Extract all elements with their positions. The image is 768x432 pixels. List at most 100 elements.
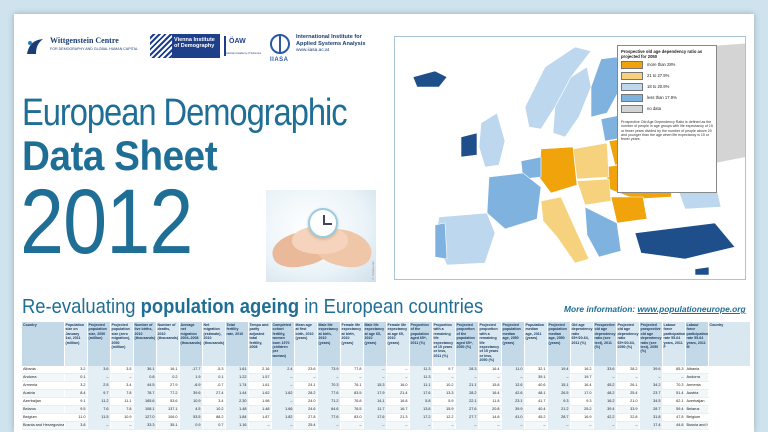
table-cell: 16.1 bbox=[156, 366, 180, 374]
table-cell: 165.6 bbox=[133, 397, 157, 406]
table-cell: – bbox=[386, 373, 410, 382]
table-cell: 28.2 bbox=[455, 389, 479, 398]
iiasa-globe-icon bbox=[270, 34, 290, 54]
table-cell: 76.1 bbox=[340, 381, 364, 390]
table-cell: – bbox=[87, 373, 111, 382]
table-cell: 21.1 bbox=[455, 381, 479, 390]
table-cell: 0.2 bbox=[156, 373, 180, 382]
country-cell: Armenia bbox=[22, 381, 65, 390]
table-cell: 10.9 bbox=[110, 413, 134, 422]
table-cell: -5.3 bbox=[202, 366, 226, 374]
table-cell: 1.62 bbox=[248, 389, 272, 398]
legend-label: 21 to 27.9% bbox=[647, 73, 670, 78]
table-header-cell: Number of deaths, 2010 (thousands) bbox=[156, 322, 180, 366]
legend-swatch bbox=[621, 72, 643, 80]
table-cell: 106.0 bbox=[156, 413, 180, 422]
iiasa-logo[interactable]: IIASA International Institute for Applie… bbox=[270, 32, 404, 72]
table-cell: 31.8 bbox=[639, 413, 663, 422]
table-cell: 13.8 bbox=[409, 405, 433, 414]
table-cell: 1.22 bbox=[225, 373, 249, 382]
country-cell: Armenia bbox=[685, 381, 709, 390]
iiasa-name-line1: International Institute for bbox=[296, 34, 362, 40]
table-cell: 11.3 bbox=[409, 366, 433, 374]
table-cell: 23.6 bbox=[294, 366, 318, 374]
legend-swatch bbox=[621, 61, 643, 69]
table-cell: 73.9 bbox=[317, 366, 341, 374]
table-cell: 27.8 bbox=[294, 413, 318, 422]
table-cell: 78.7 bbox=[133, 389, 157, 398]
table-cell: 12.2 bbox=[432, 413, 456, 422]
table-cell: 16.8 bbox=[386, 397, 410, 406]
hands-clock-photo: © fotolia.com bbox=[266, 190, 376, 282]
table-cell: 24.6 bbox=[294, 405, 318, 414]
table-cell: 48.2 bbox=[593, 389, 617, 398]
table-cell: – bbox=[501, 373, 525, 382]
table-cell: 11.5 bbox=[87, 413, 111, 422]
title-year: 2012 bbox=[20, 171, 193, 273]
table-cell: – bbox=[340, 421, 364, 430]
table-cell: 39.1 bbox=[524, 373, 548, 382]
table-cell: 14.8 bbox=[478, 413, 502, 422]
table-header-cell: Male life expectancy at birth, 2010 (yea… bbox=[317, 322, 341, 366]
legend-label: more than 28% bbox=[647, 62, 676, 67]
legend-note: Prospective Old Age Dependency Ratio is … bbox=[621, 120, 713, 142]
table-cell: 22.8 bbox=[616, 413, 640, 422]
table-cell: 5.9 bbox=[432, 397, 456, 406]
subtitle-bold: population ageing bbox=[140, 296, 300, 318]
vid-logo[interactable]: Vienna Institute of Demography ÖAW Austr… bbox=[150, 32, 262, 72]
table-cell: 1.61 bbox=[225, 366, 249, 374]
table-header-cell: Female life expectancy at age 65, 2010 (… bbox=[386, 322, 410, 366]
table-cell: 64.6 bbox=[317, 405, 341, 414]
table-cell: – bbox=[386, 366, 410, 374]
table-cell: 25.4 bbox=[294, 421, 318, 430]
table-cell: 28.7 bbox=[639, 405, 663, 414]
country-cell: Austria bbox=[22, 389, 65, 398]
table-cell: 15.3 bbox=[363, 381, 387, 390]
table-header-cell: Total fertility rate, 2010 bbox=[225, 322, 249, 366]
table-cell: 28.3 bbox=[455, 366, 479, 374]
table-cell: 9.5 bbox=[64, 405, 88, 414]
table-cell: 17.9 bbox=[363, 389, 387, 398]
table-cell: 65.3 bbox=[662, 366, 686, 374]
table-cell: 0.8 bbox=[133, 373, 157, 382]
table-cell: – bbox=[340, 373, 364, 382]
table-cell: 17.6 bbox=[409, 389, 433, 398]
subtitle-post: in European countries bbox=[299, 296, 484, 318]
table-cell: – bbox=[271, 373, 295, 382]
country-cell: Azerbaijan bbox=[22, 397, 65, 406]
table-cell: – bbox=[317, 421, 341, 430]
table-cell: 40.6 bbox=[524, 381, 548, 390]
wittgenstein-centre-logo[interactable]: Wittgenstein Centre FOR DEMOGRAPHY AND G… bbox=[24, 32, 142, 72]
table-cell: 9.3 bbox=[547, 397, 571, 406]
table-cell: 13.3 bbox=[432, 389, 456, 398]
table-cell: 15.1 bbox=[547, 381, 571, 390]
table-header-cell: Proportion of the population aged 65+, 2… bbox=[409, 322, 433, 366]
table-cell: 77.6 bbox=[317, 389, 341, 398]
table-cell: 24.1 bbox=[294, 381, 318, 390]
table-cell: -17.7 bbox=[179, 366, 203, 374]
table-cell: – bbox=[271, 397, 295, 406]
table-cell: – bbox=[662, 373, 686, 382]
table-cell: – bbox=[363, 373, 387, 382]
table-cell: 1.74 bbox=[225, 381, 249, 390]
table-cell: – bbox=[455, 373, 479, 382]
iiasa-url[interactable]: www.iiasa.ac.at bbox=[296, 48, 330, 53]
more-information: More information: www.populationeurope.o… bbox=[564, 304, 746, 314]
map-region-balkans bbox=[584, 206, 622, 258]
table-cell: 27.9 bbox=[156, 381, 180, 390]
table-cell: – bbox=[317, 373, 341, 382]
table-row: Bosnia and Herzegovina 3.8– –33.3 35.1 0.9 0.… bbox=[22, 421, 750, 430]
table-cell: 16.0 bbox=[386, 381, 410, 390]
table-cell: – bbox=[248, 421, 272, 430]
table-cell: 28.7 bbox=[547, 413, 571, 422]
table-cell: 3.2 bbox=[64, 366, 88, 374]
legend-label: less than 17.9% bbox=[647, 95, 677, 100]
legend-title: Prospective old age dependency ratio as … bbox=[621, 49, 703, 59]
europe-map[interactable]: Prospective old age dependency ratio as … bbox=[394, 36, 746, 280]
table-cell: 2.4 bbox=[271, 366, 295, 374]
table-cell: 2.16 bbox=[248, 366, 272, 374]
table-cell: 27.4 bbox=[202, 389, 226, 398]
subtitle-pre: Re-evaluating bbox=[22, 296, 141, 318]
more-info-link[interactable]: www.populationeurope.org bbox=[637, 304, 746, 314]
table-cell: 16.4 bbox=[478, 366, 502, 374]
